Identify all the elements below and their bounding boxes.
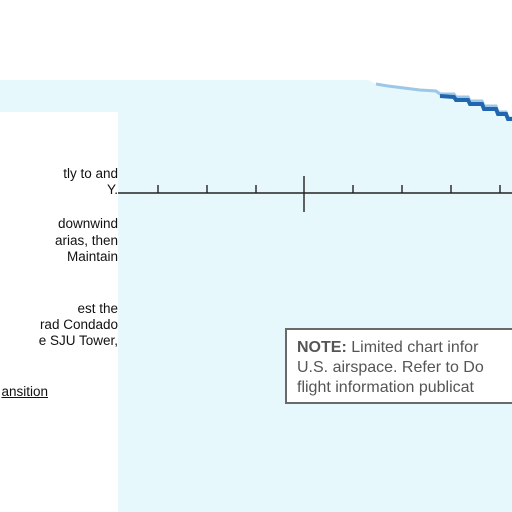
note-line-2: U.S. airspace. Refer to Do	[297, 359, 484, 376]
note-label: NOTE:	[297, 339, 347, 356]
note-line-1-text: Limited chart infor	[351, 339, 479, 356]
procedure-text-line: tly to and	[63, 166, 118, 181]
procedure-text-line: arias, then	[54, 233, 118, 248]
procedure-text-panel: tly to and Y. downwind arias, then Maint…	[0, 112, 118, 512]
land-area	[0, 0, 512, 80]
procedure-text-line: est the	[77, 301, 118, 316]
procedure-text-line: rad Condado	[39, 317, 118, 332]
note-line-1: NOTE: Limited chart infor	[297, 338, 478, 358]
note-line-3: flight information publicat	[297, 379, 474, 396]
distance-scale-line	[118, 176, 512, 212]
procedure-text-line: Maintain	[66, 249, 118, 264]
chart-note-box: NOTE: Limited chart infor U.S. airspace.…	[285, 328, 512, 404]
procedure-text-line: downwind	[57, 216, 118, 231]
transition-link[interactable]: ansition	[1, 384, 48, 399]
coastline-shape	[368, 80, 512, 121]
procedure-text-line: Y.	[106, 182, 118, 197]
procedure-text-line: e SJU Tower,	[38, 333, 118, 348]
